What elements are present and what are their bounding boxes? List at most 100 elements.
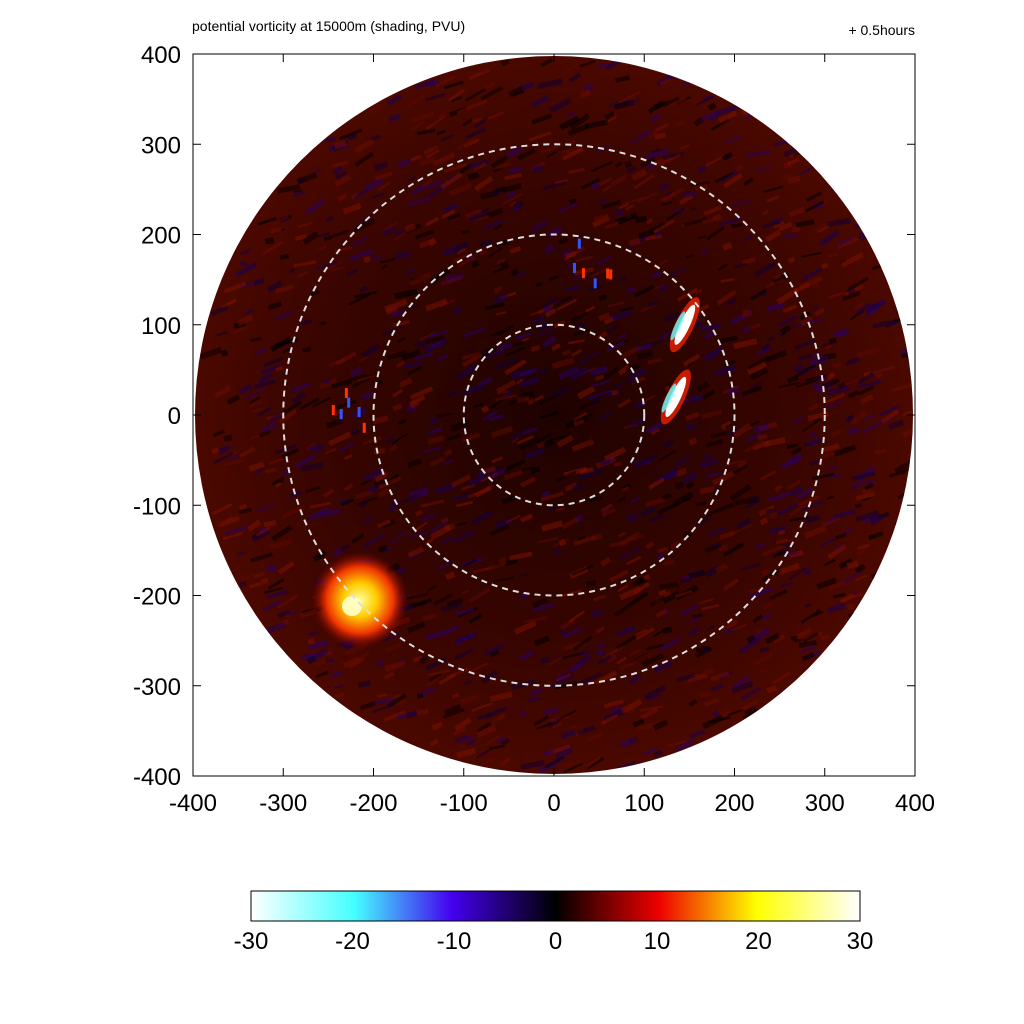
pv-streak: [827, 385, 850, 396]
pv-streak: [471, 509, 494, 526]
pv-streak: [851, 485, 858, 491]
pv-streak: [615, 635, 637, 650]
pv-streak: [432, 152, 456, 167]
pv-streak: [554, 672, 569, 681]
pv-streak: [239, 260, 248, 267]
pv-streak: [519, 375, 540, 389]
pv-streak: [687, 626, 700, 637]
pv-streak: [613, 605, 629, 617]
pv-streak: [266, 280, 283, 293]
pv-streak: [500, 738, 510, 746]
pv-streak: [847, 389, 860, 399]
pv-streak: [288, 268, 296, 274]
pv-streak: [626, 512, 639, 523]
pv-streak: [636, 191, 658, 203]
pv-streak: [528, 131, 552, 142]
pv-streak: [787, 157, 801, 166]
pv-streak: [561, 516, 580, 530]
pv-streak: [397, 158, 412, 168]
pv-streak: [704, 346, 723, 361]
pv-streak: [474, 485, 493, 498]
reference-circles: [282, 143, 826, 687]
pv-streak: [801, 645, 816, 653]
pv-streak: [521, 466, 536, 472]
pv-streak: [398, 377, 413, 388]
pv-streak: [413, 351, 433, 362]
x-tick-label: 200: [714, 790, 754, 817]
pv-streak: [607, 301, 626, 308]
pv-streak: [565, 250, 577, 259]
pv-streak: [843, 415, 855, 423]
pv-streak: [530, 221, 550, 235]
pv-streak: [325, 137, 337, 143]
pv-streak: [437, 111, 448, 120]
pv-streak: [294, 234, 308, 241]
y-tick-label: -400: [133, 764, 181, 791]
pv-streak: [440, 133, 454, 142]
pv-streak: [253, 572, 265, 579]
pv-streak: [483, 643, 505, 656]
chart-title: potential vorticity at 15000m (shading, …: [192, 18, 466, 34]
pv-streak: [274, 481, 282, 488]
pv-streak: [766, 195, 780, 203]
pv-streak: [628, 736, 639, 745]
time-label: + 0.5hours: [848, 22, 915, 38]
pv-streak: [705, 156, 723, 167]
pv-streak: [443, 448, 453, 458]
pv-streak: [577, 385, 596, 400]
pv-streak: [773, 220, 785, 230]
pv-streak: [842, 378, 861, 387]
pv-streak: [628, 98, 640, 107]
pv-streak: [299, 397, 320, 411]
pv-streak: [811, 472, 835, 481]
pv-streak: [444, 571, 456, 581]
pv-streak: [827, 252, 839, 259]
pv-streak: [743, 177, 754, 187]
pv-streak: [656, 553, 664, 560]
pv-streak: [480, 63, 498, 75]
pv-streak: [601, 199, 621, 210]
pv-streak: [415, 229, 435, 240]
pv-streak: [468, 99, 488, 110]
pv-streak: [238, 384, 253, 395]
pv-streak: [634, 284, 655, 298]
pv-streak: [539, 411, 559, 420]
pv-streak: [688, 437, 698, 446]
pv-streak: [743, 706, 758, 717]
pv-streak: [530, 310, 543, 317]
pv-streak: [384, 659, 406, 673]
pv-streak: [680, 578, 692, 584]
pv-streak: [568, 610, 586, 623]
pv-streak: [683, 530, 692, 539]
pv-streak: [440, 602, 463, 612]
pv-streak: [631, 129, 652, 144]
pv-streak: [271, 476, 285, 487]
pv-streak: [734, 262, 748, 269]
pv-streak: [857, 371, 875, 385]
pv-streak: [431, 721, 443, 731]
pv-streak: [754, 165, 772, 172]
pv-streak: [709, 671, 730, 682]
pv-streak: [358, 249, 375, 257]
pv-streak: [579, 467, 594, 475]
y-tick-label: 0: [168, 403, 181, 430]
pv-streak: [484, 734, 500, 747]
pv-streak: [648, 513, 664, 523]
pv-streak: [711, 709, 721, 719]
pv-streak: [319, 321, 327, 326]
pv-streak: [619, 586, 642, 601]
pv-streak: [816, 577, 837, 590]
pv-streak: [471, 260, 480, 269]
pv-streak: [700, 249, 711, 254]
pv-streak: [549, 434, 567, 442]
pv-spot: [362, 422, 366, 433]
pv-streak: [428, 672, 443, 682]
pv-streak: [383, 671, 395, 680]
pv-streak: [787, 256, 796, 264]
colorbar-label: 30: [847, 928, 874, 955]
pv-streak: [634, 534, 644, 541]
pv-streak: [429, 330, 449, 338]
pv-streak: [801, 417, 822, 433]
pv-streak: [237, 551, 245, 557]
pv-streak: [261, 365, 280, 374]
